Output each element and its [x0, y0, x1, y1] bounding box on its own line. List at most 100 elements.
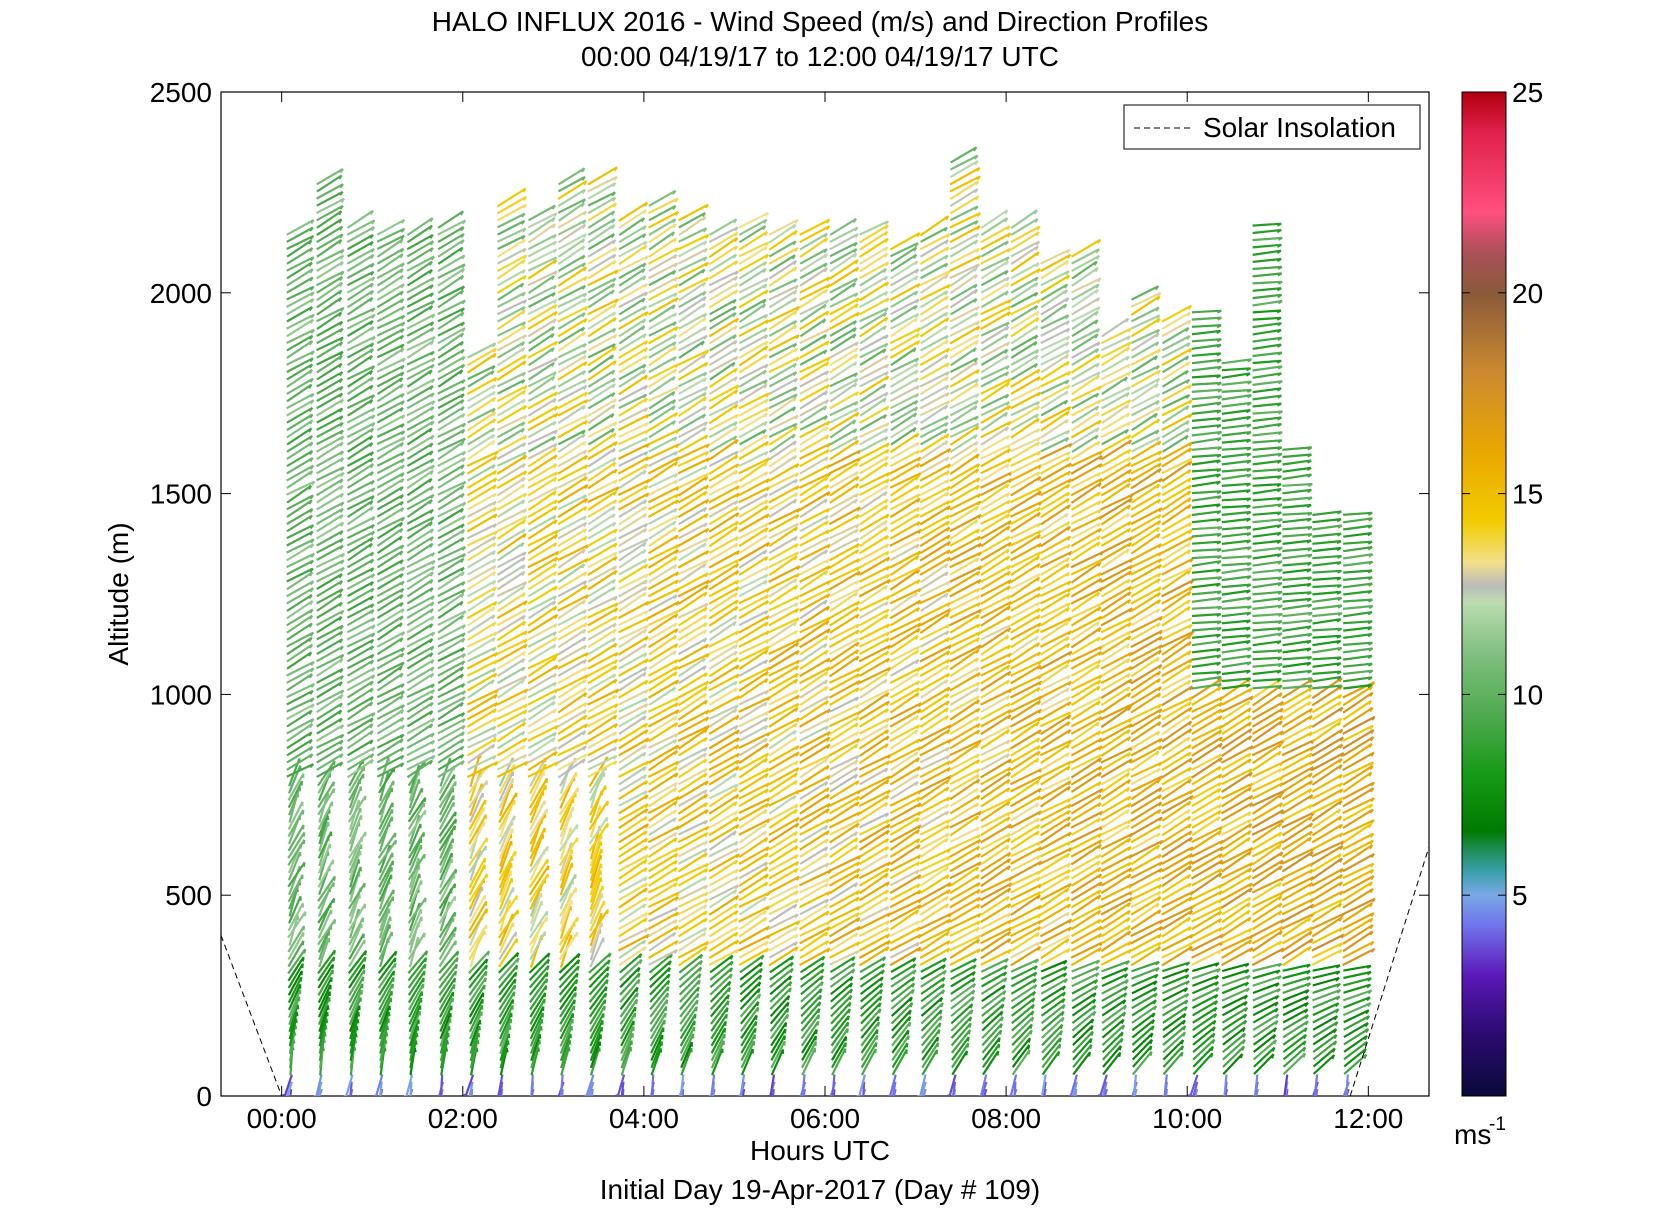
wind-arrow	[346, 624, 376, 641]
wind-arrow	[316, 385, 344, 402]
wind-arrow	[376, 535, 403, 555]
wind-arrow	[316, 296, 343, 316]
wind-arrow	[407, 957, 428, 982]
x-tick-label: 08:00	[971, 1103, 1041, 1134]
wind-arrow	[376, 486, 404, 504]
wind-arrow	[377, 521, 404, 540]
wind-arrow	[316, 306, 345, 323]
wind-arrow	[317, 976, 333, 1004]
wind-arrow	[287, 940, 305, 968]
wind-arrow	[349, 1081, 353, 1096]
wind-arrow	[316, 694, 344, 714]
wind-arrow	[376, 347, 405, 367]
wind-arrow	[376, 704, 405, 720]
wind-arrow	[409, 1081, 413, 1096]
wind-arrow	[347, 680, 374, 699]
wind-arrow	[376, 593, 404, 612]
wind-arrow	[376, 253, 404, 273]
wind-arrow	[287, 839, 306, 866]
wind-arrow	[286, 731, 313, 750]
wind-arrow	[287, 824, 305, 852]
wind-arrow	[287, 925, 306, 953]
wind-arrow	[286, 753, 314, 771]
wind-arrow	[316, 327, 344, 345]
wind-arrow	[376, 672, 404, 692]
wind-arrow	[346, 758, 374, 779]
y-tick-label: 0	[196, 1081, 212, 1112]
wind-arrow	[378, 787, 394, 816]
wind-arrow	[376, 218, 406, 236]
wind-arrow	[287, 970, 303, 996]
wind-arrow	[315, 689, 345, 706]
wind-arrow	[347, 457, 374, 475]
wind-arrow	[376, 601, 404, 619]
wind-arrow	[378, 756, 390, 787]
wind-arrow	[346, 348, 375, 367]
wind-arrow	[376, 694, 404, 714]
wind-arrow	[378, 997, 393, 1025]
wind-arrow	[313, 1074, 323, 1096]
wind-arrow	[378, 860, 395, 888]
wind-arrow	[376, 500, 404, 518]
wind-arrow	[286, 524, 315, 540]
wind-arrow	[378, 889, 395, 917]
wind-arrow	[286, 340, 314, 359]
wind-arrow	[376, 652, 405, 670]
wind-arrow	[317, 843, 332, 874]
wind-arrow	[347, 233, 374, 251]
wind-arrow	[376, 430, 406, 446]
wind-arrow	[286, 697, 315, 713]
wind-arrow	[376, 247, 405, 265]
wind-arrow	[376, 527, 404, 547]
x-tick-label: 10:00	[1152, 1103, 1222, 1134]
wind-arrow	[348, 814, 363, 845]
wind-arrow	[316, 733, 345, 749]
wind-arrow	[316, 609, 345, 627]
wind-arrow	[348, 1005, 361, 1032]
wind-arrow	[347, 384, 374, 403]
wind-arrow	[316, 260, 344, 280]
wind-arrow	[316, 521, 345, 540]
wind-arrow	[316, 225, 344, 244]
wind-arrow	[286, 552, 315, 569]
wind-arrow	[408, 879, 423, 910]
wind-arrow	[317, 859, 335, 888]
colorbar-unit-label: ms	[1454, 1119, 1491, 1150]
wind-arrow	[376, 458, 405, 475]
wind-arrow	[376, 238, 404, 258]
wind-arrow	[287, 911, 307, 939]
wind-arrow	[377, 950, 398, 974]
wind-arrow	[407, 932, 426, 960]
wind-arrow	[346, 753, 375, 771]
wind-arrow	[376, 580, 405, 598]
y-tick-label: 1500	[150, 479, 212, 510]
wind-arrow	[407, 970, 426, 996]
wind-arrow	[316, 593, 343, 612]
wind-arrow	[316, 174, 343, 193]
wind-arrow	[348, 969, 366, 996]
wind-arrow	[286, 219, 315, 236]
wind-arrow	[286, 703, 315, 721]
wind-arrow	[346, 712, 376, 728]
wind-arrow	[317, 831, 333, 859]
wind-arrow	[376, 414, 406, 431]
wind-arrow	[376, 665, 403, 685]
wind-arrow	[376, 572, 404, 590]
wind-arrow	[376, 622, 403, 641]
wind-arrow	[379, 1018, 390, 1047]
wind-arrow	[376, 436, 406, 453]
wind-arrow	[286, 718, 315, 735]
wind-arrow	[316, 501, 345, 518]
wind-arrow	[318, 1088, 323, 1096]
wind-arrow	[349, 1011, 360, 1040]
wind-arrow	[378, 802, 394, 830]
wind-arrow	[408, 991, 424, 1018]
wind-arrow	[286, 683, 316, 699]
wind-arrow	[318, 996, 331, 1025]
wind-arrow	[376, 290, 404, 309]
wind-arrow	[316, 204, 344, 222]
wind-arrow	[348, 866, 362, 895]
x-tick-label: 00:00	[247, 1103, 317, 1134]
wind-arrow	[408, 1025, 420, 1054]
wind-arrow	[287, 780, 303, 809]
